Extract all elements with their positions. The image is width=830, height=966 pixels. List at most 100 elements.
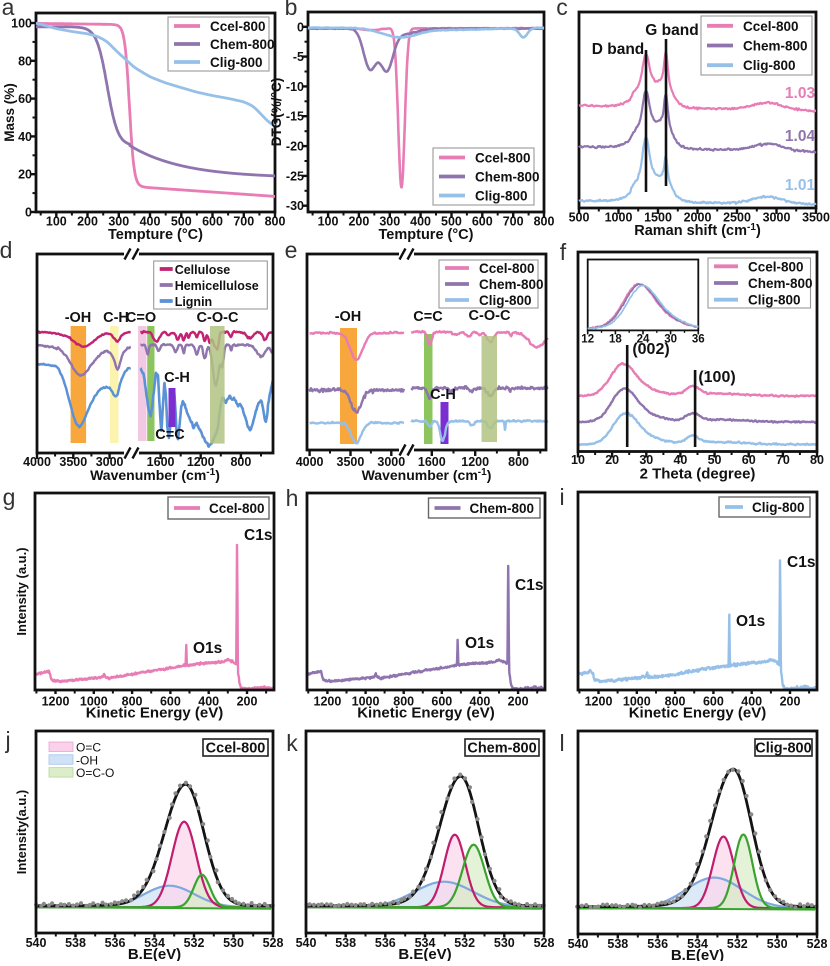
svg-text:700: 700 bbox=[233, 215, 254, 229]
svg-text:500: 500 bbox=[569, 211, 590, 225]
svg-text:l: l bbox=[559, 730, 564, 756]
svg-text:Clig-800: Clig-800 bbox=[479, 293, 532, 308]
svg-text:Raman shift (cm-1): Raman shift (cm-1) bbox=[634, 222, 761, 239]
svg-text:C-H: C-H bbox=[430, 387, 456, 403]
svg-text:k: k bbox=[286, 730, 298, 756]
svg-text:Wavenumber (cm-1): Wavenumber (cm-1) bbox=[362, 467, 492, 483]
svg-text:-20: -20 bbox=[286, 140, 304, 154]
svg-text:530: 530 bbox=[767, 937, 788, 951]
svg-text:Ccel-800: Ccel-800 bbox=[210, 19, 266, 34]
svg-text:Ccel-800: Ccel-800 bbox=[743, 19, 799, 34]
svg-text:60: 60 bbox=[18, 92, 32, 106]
svg-text:Cellulose: Cellulose bbox=[175, 263, 231, 277]
svg-text:20: 20 bbox=[605, 453, 619, 467]
svg-text:Intensity (a.u.): Intensity (a.u.) bbox=[14, 547, 29, 635]
svg-text:400: 400 bbox=[198, 695, 219, 709]
svg-text:C-O-C: C-O-C bbox=[197, 310, 239, 326]
svg-text:1.01: 1.01 bbox=[785, 177, 816, 194]
svg-text:G band: G band bbox=[645, 22, 698, 39]
svg-text:C=O: C=O bbox=[126, 310, 156, 326]
svg-text:800: 800 bbox=[265, 215, 286, 229]
svg-text:Mass (%): Mass (%) bbox=[2, 83, 17, 142]
svg-text:0: 0 bbox=[25, 206, 32, 220]
svg-text:b: b bbox=[285, 0, 298, 20]
svg-text:532: 532 bbox=[727, 937, 748, 951]
svg-text:70: 70 bbox=[776, 453, 790, 467]
svg-text:Kinetic Energy (eV): Kinetic Energy (eV) bbox=[86, 705, 224, 722]
svg-text:538: 538 bbox=[65, 936, 86, 950]
svg-text:B.E(eV): B.E(eV) bbox=[671, 947, 724, 961]
svg-text:530: 530 bbox=[223, 936, 244, 950]
svg-text:Chem-800: Chem-800 bbox=[479, 277, 544, 292]
svg-text:Ccel-800: Ccel-800 bbox=[209, 501, 265, 516]
svg-text:Intensity(a.u.): Intensity(a.u.) bbox=[14, 790, 29, 875]
svg-text:36: 36 bbox=[692, 333, 705, 345]
svg-text:3000: 3000 bbox=[96, 455, 124, 469]
svg-text:80: 80 bbox=[18, 54, 32, 68]
svg-text:80: 80 bbox=[810, 453, 824, 467]
svg-text:C1s: C1s bbox=[244, 527, 272, 544]
svg-text:Chem-800: Chem-800 bbox=[475, 170, 540, 185]
svg-text:Clig-800: Clig-800 bbox=[755, 741, 811, 757]
svg-text:Clig-800: Clig-800 bbox=[752, 500, 805, 515]
svg-text:D band: D band bbox=[592, 41, 645, 58]
svg-text:538: 538 bbox=[607, 937, 628, 951]
svg-text:800: 800 bbox=[122, 695, 143, 709]
svg-text:1200: 1200 bbox=[42, 695, 70, 709]
svg-text:0: 0 bbox=[297, 20, 304, 34]
svg-text:Chem-800: Chem-800 bbox=[470, 501, 535, 516]
svg-text:Chem-800: Chem-800 bbox=[467, 741, 536, 757]
svg-text:800: 800 bbox=[665, 695, 686, 709]
svg-text:540: 540 bbox=[568, 937, 589, 951]
svg-text:3000: 3000 bbox=[763, 211, 791, 225]
svg-text:Chem-800: Chem-800 bbox=[210, 37, 275, 52]
svg-text:B.E(eV): B.E(eV) bbox=[128, 946, 181, 961]
svg-text:540: 540 bbox=[26, 936, 47, 950]
svg-text:1200: 1200 bbox=[187, 455, 215, 469]
svg-text:i: i bbox=[559, 484, 564, 510]
svg-text:200: 200 bbox=[508, 695, 529, 709]
svg-text:534: 534 bbox=[687, 937, 708, 951]
svg-text:500: 500 bbox=[171, 215, 192, 229]
svg-text:C1s: C1s bbox=[787, 554, 815, 571]
svg-text:2500: 2500 bbox=[723, 211, 751, 225]
svg-text:10: 10 bbox=[571, 453, 585, 467]
svg-text:C-H: C-H bbox=[103, 310, 129, 326]
svg-text:4000: 4000 bbox=[296, 455, 324, 469]
svg-text:(100): (100) bbox=[698, 369, 735, 386]
svg-text:600: 600 bbox=[703, 695, 724, 709]
svg-text:O=C: O=C bbox=[76, 741, 101, 755]
svg-text:Ccel-800: Ccel-800 bbox=[479, 261, 535, 276]
svg-text:j: j bbox=[4, 727, 10, 753]
svg-text:Chem-800: Chem-800 bbox=[743, 39, 808, 54]
svg-text:-5: -5 bbox=[293, 50, 304, 64]
svg-text:C=C: C=C bbox=[413, 309, 443, 325]
svg-text:100: 100 bbox=[318, 215, 339, 229]
svg-text:1.03: 1.03 bbox=[785, 85, 816, 102]
svg-text:1.04: 1.04 bbox=[785, 128, 816, 145]
svg-text:3500: 3500 bbox=[337, 455, 365, 469]
svg-text:3500: 3500 bbox=[59, 455, 87, 469]
svg-text:C1s: C1s bbox=[515, 577, 543, 594]
svg-text:800: 800 bbox=[230, 455, 251, 469]
svg-text:300: 300 bbox=[108, 215, 129, 229]
svg-text:400: 400 bbox=[741, 695, 762, 709]
svg-text:O1s: O1s bbox=[736, 613, 765, 630]
svg-text:1000: 1000 bbox=[623, 695, 651, 709]
svg-text:534: 534 bbox=[144, 936, 165, 950]
svg-text:1000: 1000 bbox=[352, 695, 380, 709]
svg-text:3000: 3000 bbox=[377, 455, 405, 469]
svg-text:400: 400 bbox=[410, 215, 431, 229]
svg-text:Tempture (°C): Tempture (°C) bbox=[379, 227, 474, 243]
svg-text:O=C-O: O=C-O bbox=[76, 766, 114, 780]
svg-text:Kinetic Energy (eV): Kinetic Energy (eV) bbox=[357, 705, 495, 722]
svg-text:40: 40 bbox=[18, 130, 32, 144]
svg-text:Tempture (°C): Tempture (°C) bbox=[108, 227, 203, 243]
svg-text:600: 600 bbox=[472, 215, 493, 229]
svg-text:800: 800 bbox=[393, 695, 414, 709]
svg-text:100: 100 bbox=[46, 215, 67, 229]
svg-text:Wavenumber (cm-1): Wavenumber (cm-1) bbox=[90, 467, 220, 483]
svg-text:500: 500 bbox=[441, 215, 462, 229]
svg-text:d: d bbox=[0, 237, 12, 263]
svg-text:536: 536 bbox=[647, 937, 668, 951]
